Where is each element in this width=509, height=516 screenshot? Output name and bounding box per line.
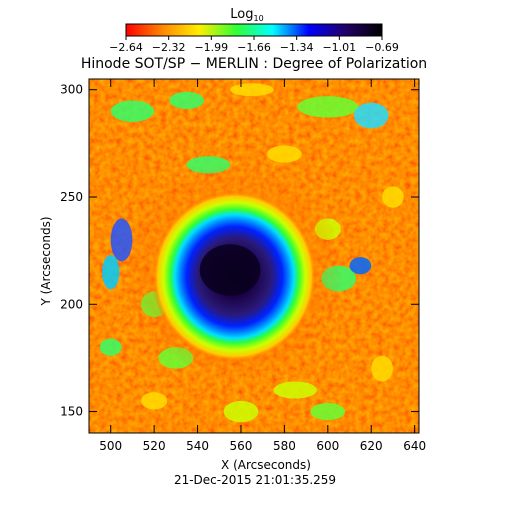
y-tick-label: 150	[60, 405, 83, 419]
x-tick-label: 600	[316, 439, 339, 453]
x-tick-label: 560	[230, 439, 253, 453]
timestamp: 21-Dec-2015 21:01:35.259	[174, 473, 336, 487]
plot-frame	[88, 78, 420, 434]
plage-patch	[99, 338, 122, 356]
colorbar-ticks: −2.64 −2.32 −1.99 −1.66 −1.34 −1.01 −0.69	[109, 36, 399, 54]
y-tick-label: 200	[60, 297, 83, 311]
x-axis-label: X (Arcseconds)	[221, 458, 311, 472]
y-axis-label: Y (Arcseconds)	[39, 216, 53, 306]
plage-patch	[230, 83, 274, 97]
plage-patch	[110, 218, 133, 262]
plage-patch	[273, 381, 317, 399]
colorbar-tick-label: −1.34	[280, 41, 314, 54]
x-tick-label: 500	[99, 439, 122, 453]
x-tick-label: 580	[273, 439, 296, 453]
colorbar-tick-label: −2.32	[152, 41, 186, 54]
x-axis: 500 520 540 560 580 600 620 640	[99, 79, 426, 453]
heatmap-image	[89, 79, 419, 433]
plage-patch	[353, 102, 389, 129]
plage-patch	[141, 392, 168, 410]
colorbar	[125, 23, 383, 37]
colorbar-tick-label: −0.69	[365, 41, 399, 54]
plage-patch	[169, 91, 205, 110]
colorbar-tick-label: −1.66	[237, 41, 271, 54]
y-axis: 150 200 250 300	[60, 83, 419, 419]
plage-patch	[382, 186, 404, 208]
plage-patch	[349, 257, 372, 275]
plage-patch	[267, 145, 302, 163]
colorbar-title: Log10	[230, 7, 263, 23]
chart-title: Hinode SOT/SP − MERLIN : Degree of Polar…	[81, 56, 427, 72]
x-tick-label: 540	[186, 439, 209, 453]
plage-patch	[297, 96, 359, 118]
sunspot-umbra	[199, 244, 261, 296]
plage-patch	[110, 100, 155, 122]
plage-patch	[102, 254, 120, 290]
y-tick-label: 250	[60, 190, 83, 204]
x-tick-label: 620	[360, 439, 383, 453]
plage-patch	[223, 400, 259, 423]
colorbar-tick-label: −1.99	[194, 41, 228, 54]
colorbar-tick-label: −2.64	[109, 41, 143, 54]
plage-patch	[371, 355, 393, 382]
y-tick-label: 300	[60, 83, 83, 97]
x-tick-label: 640	[403, 439, 426, 453]
plage-patch	[310, 402, 346, 421]
x-tick-label: 520	[143, 439, 166, 453]
colorbar-tick-label: −1.01	[322, 41, 356, 54]
